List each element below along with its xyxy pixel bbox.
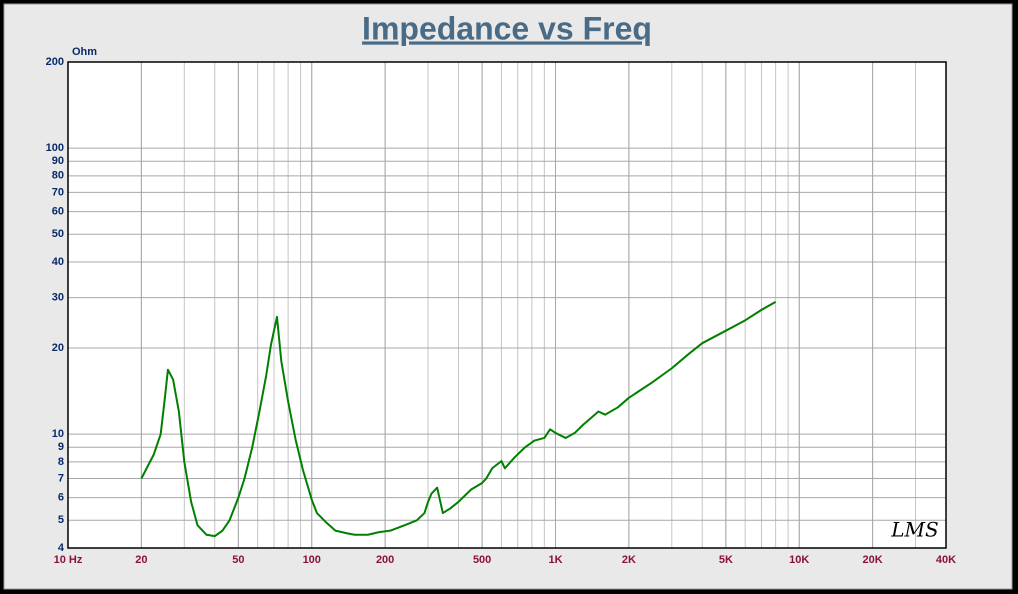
x-tick-label: 10K [789, 554, 809, 566]
y-tick-label: 10 [52, 428, 64, 440]
x-tick-label: 10 Hz [54, 554, 83, 566]
x-tick-label: 20K [863, 554, 883, 566]
y-axis-unit: Ohm [72, 46, 97, 58]
x-tick-label: 100 [303, 554, 321, 566]
y-tick-label: 80 [52, 170, 64, 182]
y-tick-label: 100 [46, 142, 64, 154]
x-tick-label: 200 [376, 554, 394, 566]
y-tick-label: 200 [46, 56, 64, 68]
impedance-curve [140, 301, 777, 538]
x-tick-label: 2K [622, 554, 636, 566]
y-tick-label: 70 [52, 186, 64, 198]
y-tick-label: 9 [58, 441, 64, 453]
plot-border [67, 61, 947, 549]
plot [140, 301, 777, 538]
y-tick-label: 50 [52, 228, 64, 240]
y-tick-label: 30 [52, 292, 64, 304]
x-tick-label: 20 [135, 554, 147, 566]
y-tick-label: 40 [52, 256, 64, 268]
y-tick-label: 8 [58, 456, 64, 468]
logo: LMS [890, 518, 938, 542]
chart-title: Impedance vs Freq [362, 10, 652, 46]
y-tick-label: 60 [52, 205, 64, 217]
x-tick-label: 50 [232, 554, 244, 566]
x-tick-label: 1K [548, 554, 562, 566]
plot-area [68, 62, 946, 548]
y-tick-label: 4 [58, 542, 65, 554]
y-tick-label: 90 [52, 155, 64, 167]
y-tick-label: 5 [58, 514, 64, 526]
y-tick-label: 6 [58, 492, 64, 504]
x-tick-label: 5K [719, 554, 733, 566]
y-tick-label: 20 [52, 342, 64, 354]
x-tick-label: 40K [936, 554, 956, 566]
grid [67, 61, 947, 549]
x-tick-label: 500 [473, 554, 491, 566]
y-tick-label: 7 [58, 472, 64, 484]
